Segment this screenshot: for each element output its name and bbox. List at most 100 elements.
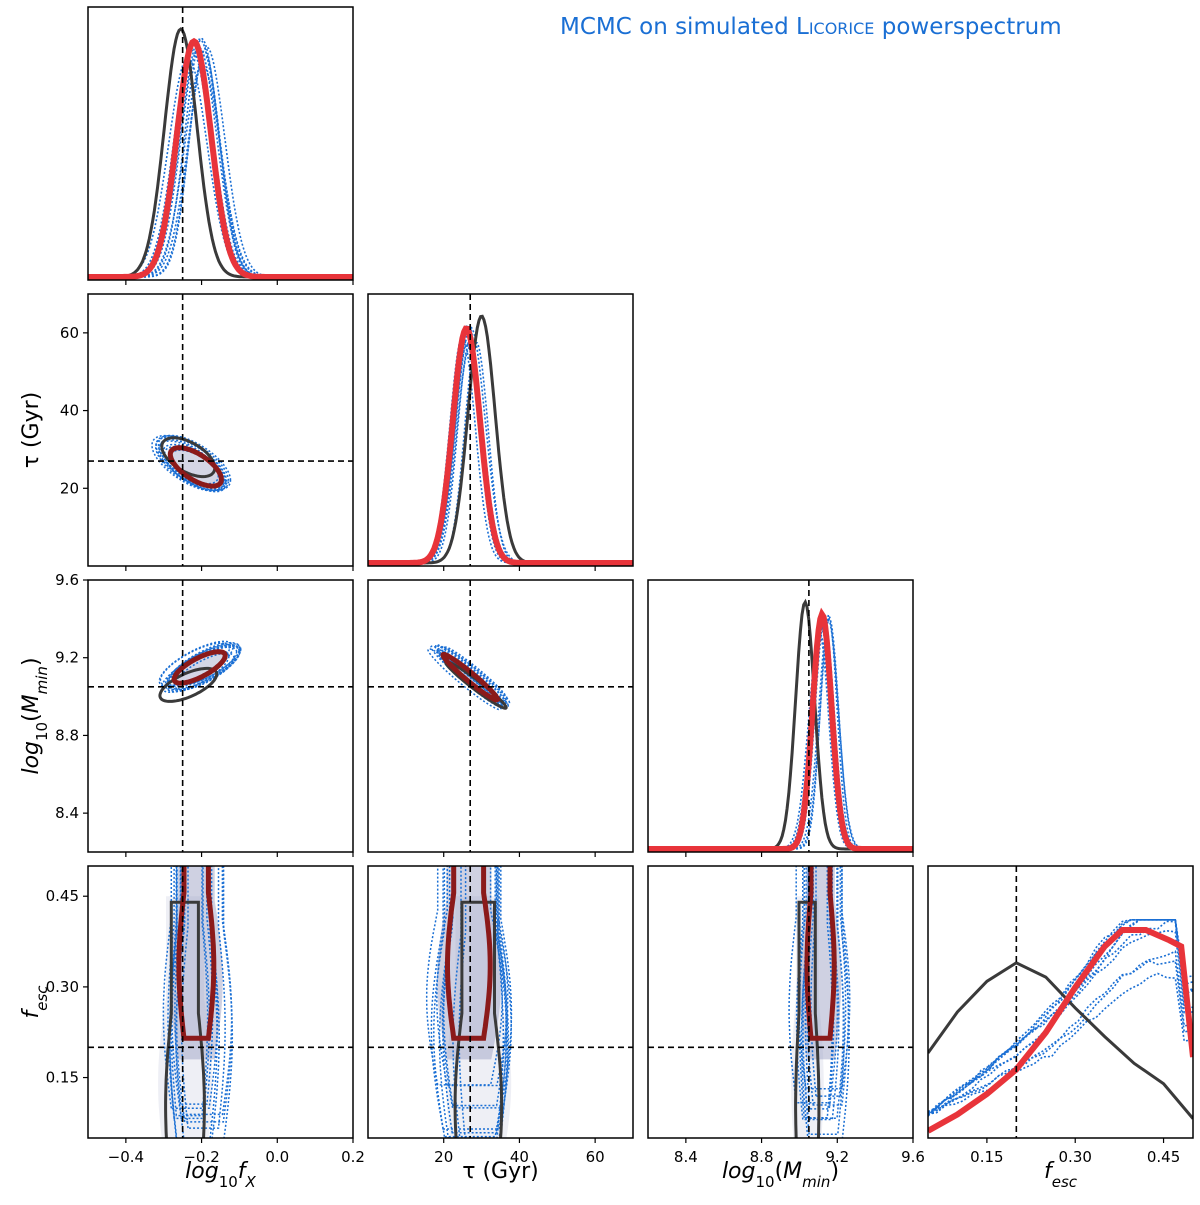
realization-contour [155,435,230,492]
y-tick-label: 9.6 [55,571,79,589]
realization-curve [928,972,1193,1115]
panel-frame [87,293,354,567]
label-part: log [19,741,44,775]
label-part: esc [1052,1173,1078,1191]
y-tick-label: 0.45 [46,887,79,905]
realization-contour [166,642,242,690]
realization-contour [157,434,232,491]
realization-contour [436,866,509,1087]
realization-contour [802,866,845,1136]
marginal-fesc [928,919,1193,1134]
label-part: X [245,1173,257,1191]
plot-title-prefix: MCMC on simulated [560,14,796,40]
fiducial-contour [804,866,837,1041]
x-tick-label: 9.2 [825,1148,849,1166]
realization-contour [162,866,219,1109]
fiducial-contour [440,651,501,703]
panel-frame [367,293,634,567]
label-part: ) [830,1159,839,1184]
fiducial-contour [445,866,493,1041]
panel-background [648,580,913,852]
x-axis-label-fesc: fesc [1044,1159,1078,1191]
panel-frame [87,6,354,281]
label-part: f [19,1008,44,1019]
label-part: M [783,1159,802,1184]
panel-frame [647,865,914,1139]
realization-contour [170,866,209,1117]
reference-contour [453,900,504,1138]
x-axis-label-log10Mmin: log10(Mmin) [722,1159,839,1191]
realization-curve [928,919,1193,1117]
label-part: 10 [755,1173,774,1191]
panel-background [368,580,633,852]
fiducial-curve [648,607,913,852]
panel-frame [647,579,914,853]
realization-contour [175,866,234,1138]
realization-contour [810,866,847,1097]
label-part: 10 [33,722,51,741]
fill-contour [167,445,225,489]
panel-background [88,580,353,852]
reference-contour [158,666,219,703]
fiducial-curve [368,325,633,566]
y-tick-label: 8.8 [55,726,79,744]
realization-contour [434,645,509,708]
x-axis-label-log10fX: log10fX [185,1159,256,1191]
label-part: τ (Gyr) [462,1159,539,1184]
label-part: ) [19,657,44,666]
plot-title-name: Licorice [796,14,875,40]
panel-frame [367,579,634,853]
plot-title-suffix: powerspectrum [874,14,1062,40]
realization-curve [928,919,1193,1113]
panel-frame [367,865,634,1139]
label-part: log [185,1159,219,1184]
contour-fesc-vs-log10Mmin [788,866,851,1138]
x-tick-label: 0.2 [341,1148,365,1166]
plot-title: MCMC on simulated Licorice powerspectrum [560,14,1062,40]
realization-contour [164,644,240,691]
label-part: esc [33,985,51,1011]
x-tick-label: −0.2 [183,1148,219,1166]
y-axis-label-log10Mmin: log10(Mmin) [19,657,51,774]
y-tick-label: 60 [60,324,79,342]
contour-tau_vs_log10fX [151,434,232,493]
panel-frame [87,865,354,1139]
y-tick-label: 40 [60,402,79,420]
y-tick-label: 8.4 [55,804,79,822]
x-tick-label: 8.4 [674,1148,698,1166]
contour-fesc-vs-tau [425,866,513,1138]
reference-contour [160,436,217,479]
y-tick-label: 0.30 [46,978,79,996]
panel-background [88,294,353,566]
x-tick-label: 0.45 [1147,1148,1180,1166]
y-axis-label-tau: τ (Gyr) [19,392,44,469]
x-tick-label: −0.4 [108,1148,144,1166]
reference-contour [164,900,206,1138]
label-part: f [238,1159,249,1184]
label-part: min [802,1173,830,1191]
fiducial-curve [88,37,353,280]
x-tick-label: 0.0 [265,1148,289,1166]
realization-curve [928,950,1193,1113]
marginal-tau [368,314,633,566]
x-tick-label: 60 [586,1148,605,1166]
label-part: ( [775,1159,784,1184]
label-part: f [1044,1159,1055,1184]
y-tick-label: 20 [60,479,79,497]
reference-contour [794,900,821,1138]
label-part: 10 [219,1173,238,1191]
realization-contour [430,645,503,707]
label-part: min [33,666,51,694]
realization-contour [167,642,241,688]
fiducial-contour [176,866,217,1041]
label-part: ( [19,713,44,722]
y-tick-label: 9.2 [55,649,79,667]
x-axis-label-tau: τ (Gyr) [462,1159,539,1184]
x-tick-label: 20 [434,1148,453,1166]
panel-background [368,294,633,566]
label-part: log [722,1159,756,1184]
marginal-log10Mmin [648,598,913,852]
fiducial-contour [171,649,228,686]
y-tick-label: 0.15 [46,1069,79,1087]
x-tick-label: 0.15 [970,1148,1003,1166]
